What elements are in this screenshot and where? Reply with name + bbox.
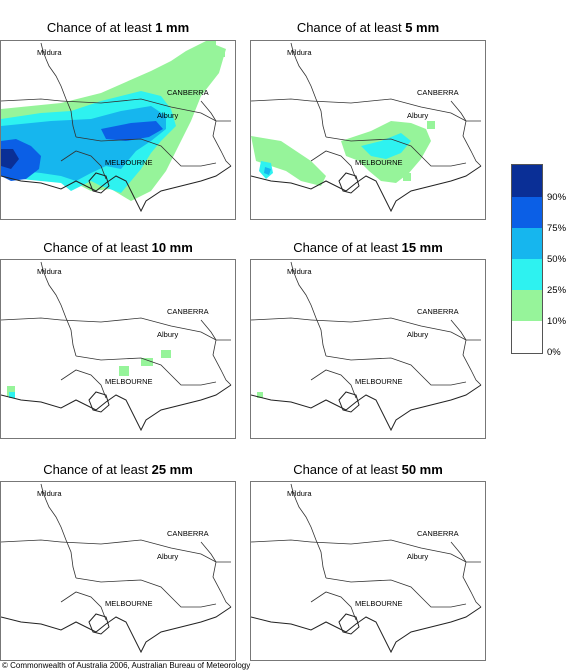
map-50mm: Mildura CANBERRA Albury MELBOURNE	[250, 481, 486, 661]
map-5mm-svg: Mildura CANBERRA Albury MELBOURNE	[251, 42, 482, 213]
label-melbourne: MELBOURNE	[105, 599, 153, 608]
label-mildura: Mildura	[287, 489, 312, 498]
panel-title-5mm: Chance of at least 5 mm	[296, 20, 440, 35]
coastline-50mm	[251, 606, 482, 654]
label-melbourne: MELBOURNE	[105, 377, 153, 386]
panel-title-10mm: Chance of at least 10 mm	[43, 240, 193, 255]
legend-swatch-50	[512, 228, 542, 259]
region-boundaries-50mm	[251, 483, 482, 621]
label-albury: Albury	[407, 111, 429, 120]
map-25mm: Mildura CANBERRA Albury MELBOURNE	[0, 481, 236, 661]
region-boundaries-25mm	[1, 483, 232, 621]
map-15mm-svg: Mildura CANBERRA Albury MELBOURNE	[251, 261, 482, 432]
label-canberra: CANBERRA	[167, 529, 209, 538]
legend-swatch-90	[512, 165, 542, 197]
label-melbourne: MELBOURNE	[355, 158, 403, 167]
legend-tick-10: 10%	[547, 316, 567, 327]
label-melbourne: MELBOURNE	[355, 599, 403, 608]
area-25pct-10mm	[9, 392, 15, 398]
legend-color-scale	[511, 164, 543, 354]
label-melbourne: MELBOURNE	[105, 158, 153, 167]
coastline-1mm	[1, 165, 232, 213]
area-90pct-1mm	[1, 149, 19, 169]
region-boundaries-5mm	[251, 42, 482, 180]
panel-title-50mm: Chance of at least 50 mm	[293, 462, 443, 477]
map-25mm-svg: Mildura CANBERRA Albury MELBOURNE	[1, 483, 232, 654]
label-canberra: CANBERRA	[417, 307, 459, 316]
legend-tick-75: 75%	[547, 223, 567, 234]
coastline-10mm	[1, 384, 232, 432]
legend-tick-90: 90%	[547, 192, 567, 203]
region-boundaries-15mm	[251, 261, 482, 399]
label-albury: Albury	[407, 552, 429, 561]
coastline-25mm	[1, 606, 232, 654]
region-boundaries-1mm	[1, 42, 232, 180]
label-canberra: CANBERRA	[167, 88, 209, 97]
label-mildura: Mildura	[37, 489, 62, 498]
probability-layer-15mm	[257, 392, 263, 398]
panel-title-1mm: Chance of at least 1 mm	[46, 20, 190, 35]
panel-title-15mm: Chance of at least 15 mm	[293, 240, 443, 255]
legend-tick-50: 50%	[547, 254, 567, 265]
label-canberra: CANBERRA	[167, 307, 209, 316]
label-canberra: CANBERRA	[417, 529, 459, 538]
region-boundaries-10mm	[1, 261, 232, 399]
area-10pct-5mm	[251, 136, 326, 186]
probability-layer-1mm	[1, 41, 226, 201]
label-mildura: Mildura	[37, 267, 62, 276]
area-10pct-15mm	[257, 392, 263, 398]
map-1mm-svg: Mildura CANBERRA Albury MELBOURNE	[1, 41, 232, 213]
panel-title-25mm: Chance of at least 25 mm	[43, 462, 193, 477]
legend-swatch-75	[512, 197, 542, 228]
label-melbourne: MELBOURNE	[355, 377, 403, 386]
copyright-notice: © Commonwealth of Australia 2006, Austra…	[2, 661, 251, 670]
label-mildura: Mildura	[287, 267, 312, 276]
map-1mm: Mildura CANBERRA Albury MELBOURNE	[0, 40, 236, 220]
area-10pct-10mm	[141, 358, 153, 366]
coastline-5mm	[251, 165, 482, 213]
label-albury: Albury	[407, 330, 429, 339]
legend-swatch-25	[512, 259, 542, 290]
probability-layer-10mm	[7, 350, 171, 398]
label-albury: Albury	[157, 552, 179, 561]
probability-layer-5mm	[251, 121, 435, 186]
label-canberra: CANBERRA	[417, 88, 459, 97]
map-10mm: Mildura CANBERRA Albury MELBOURNE	[0, 259, 236, 439]
area-50pct-5mm	[264, 167, 271, 175]
label-mildura: Mildura	[287, 48, 312, 57]
label-mildura: Mildura	[37, 48, 62, 57]
legend-tick-25: 25%	[547, 285, 567, 296]
label-albury: Albury	[157, 330, 179, 339]
map-50mm-svg: Mildura CANBERRA Albury MELBOURNE	[251, 483, 482, 654]
map-15mm: Mildura CANBERRA Albury MELBOURNE	[250, 259, 486, 439]
map-5mm: Mildura CANBERRA Albury MELBOURNE	[250, 40, 486, 220]
legend-tick-0: 0%	[547, 347, 561, 358]
label-albury: Albury	[157, 111, 179, 120]
coastline-15mm	[251, 384, 482, 432]
legend-swatch-0	[512, 321, 542, 353]
legend-swatch-10	[512, 290, 542, 321]
map-10mm-svg: Mildura CANBERRA Albury MELBOURNE	[1, 261, 232, 432]
